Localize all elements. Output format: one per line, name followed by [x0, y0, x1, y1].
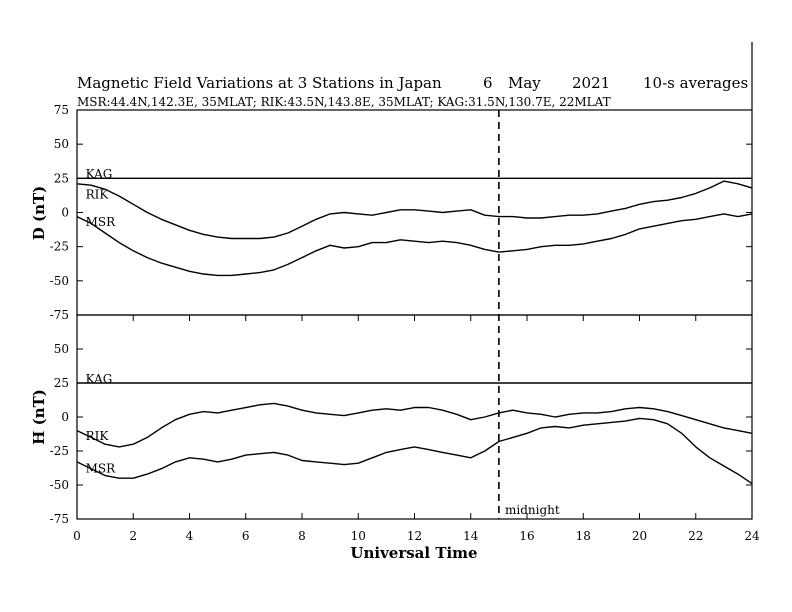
station-info: MSR:44.4N,142.3E, 35MLAT; RIK:43.5N,143.…: [77, 95, 611, 109]
date-year: 2021: [572, 74, 610, 92]
x-tick-label: 8: [298, 529, 306, 543]
h-panel-frame: [76, 314, 753, 520]
y-tick-label: -25: [50, 444, 69, 458]
series-label-kag: KAG: [86, 372, 113, 386]
x-tick-label: 24: [744, 529, 760, 543]
y-tick-label: 25: [54, 376, 69, 390]
x-tick-label: 20: [632, 529, 647, 543]
h-axis-label: H (nT): [30, 389, 48, 445]
series-label-rik: RIK: [86, 429, 110, 443]
y-tick-label: -75: [50, 512, 69, 526]
y-tick-label: -25: [50, 240, 69, 254]
y-tick-label: -50: [50, 274, 69, 288]
x-tick-label: 4: [186, 529, 194, 543]
y-tick-label: 75: [54, 103, 69, 117]
x-tick-label: 18: [576, 529, 591, 543]
averaging-note: 10-s averages: [643, 74, 748, 92]
y-tick-label: 0: [61, 410, 69, 424]
series-line-msr: [76, 213, 753, 277]
y-tick-label: 50: [54, 342, 69, 356]
series-line-msr: [76, 417, 753, 485]
midnight-label: midnight: [505, 503, 560, 517]
y-tick-label: -50: [50, 478, 69, 492]
x-tick-label: 2: [129, 529, 137, 543]
chart-title: Magnetic Field Variations at 3 Stations …: [77, 74, 442, 92]
d-panel-frame: [76, 109, 753, 316]
x-tick-label: 6: [242, 529, 250, 543]
x-tick-label: 14: [463, 529, 479, 543]
y-tick-label: -75: [50, 308, 69, 322]
d-axis-label: D (nT): [30, 186, 48, 241]
series-label-rik: RIK: [86, 188, 110, 202]
series-line-rik: [76, 402, 753, 448]
series-label-msr: MSR: [86, 462, 117, 476]
x-axis: 0 2 4 6 8 10 12 14 16 18 20 22 24: [73, 110, 760, 543]
date-month: May: [508, 74, 541, 92]
y-tick-label: 50: [54, 137, 69, 151]
y-tick-label: 0: [61, 206, 69, 220]
series-line-rik: [76, 180, 753, 240]
x-tick-label: 0: [73, 529, 81, 543]
x-tick-label: 12: [407, 529, 422, 543]
d-panel: 75 50 25 0 -25 -50 -75 KAG RIK MSR: [50, 103, 753, 322]
date-day: 6: [483, 74, 493, 92]
x-axis-label: Universal Time: [350, 544, 477, 562]
series-label-kag: KAG: [86, 167, 113, 181]
x-tick-label: 16: [519, 529, 534, 543]
x-tick-label: 10: [351, 529, 366, 543]
x-tick-label: 22: [688, 529, 703, 543]
series-label-msr: MSR: [86, 215, 117, 229]
y-tick-label: 25: [54, 171, 69, 185]
